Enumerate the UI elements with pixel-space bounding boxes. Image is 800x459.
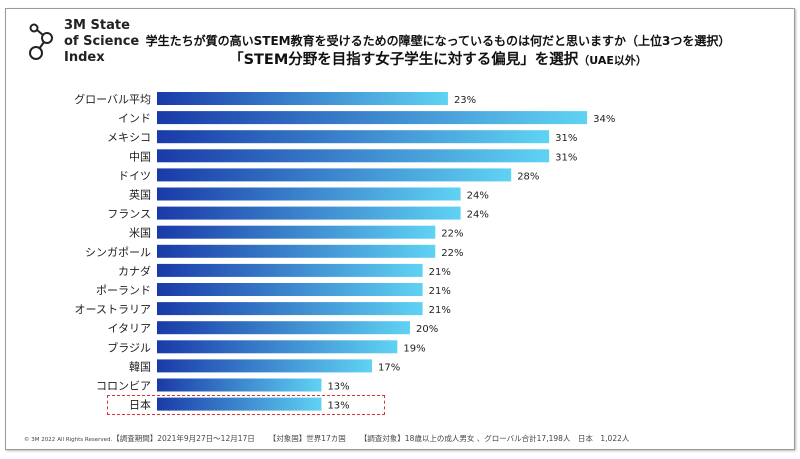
value-label: 21%	[429, 286, 451, 297]
logo-line: 3M State	[64, 18, 130, 33]
value-label: 24%	[467, 210, 489, 221]
value-label: 21%	[429, 267, 451, 278]
value-label: 31%	[555, 133, 577, 144]
value-label: 13%	[327, 401, 349, 412]
logo-text: 3M State of Science Index	[64, 18, 139, 66]
bar	[157, 111, 588, 125]
category-label: 中国	[129, 150, 151, 163]
category-label: 日本	[129, 398, 151, 412]
bar	[157, 397, 322, 411]
highlight-japan-box	[107, 395, 385, 415]
chart-question: 学生たちが質の高いSTEM教育を受けるための障壁になっているものは何だと思います…	[145, 34, 731, 48]
category-label: オーストラリア	[75, 303, 151, 316]
logo-line: Index	[64, 50, 105, 65]
rights: All Rights Reserved.	[57, 437, 113, 443]
bar	[157, 225, 436, 239]
chart-title-main: 「STEM分野を目指す女子学生に対する偏見」を選択	[229, 52, 579, 68]
copyright: © 3M 2022	[24, 437, 56, 443]
bar	[157, 283, 423, 296]
category-label: ブラジル	[107, 340, 151, 354]
value-label: 23%	[454, 95, 476, 106]
value-label: 22%	[441, 229, 463, 240]
value-label: 24%	[467, 191, 489, 202]
category-label: グローバル平均	[74, 92, 151, 106]
category-label: インド	[118, 112, 151, 125]
bar	[157, 187, 461, 201]
value-label: 13%	[327, 382, 349, 393]
slide-frame	[5, 8, 795, 450]
bar	[157, 302, 423, 316]
category-label: シンガポール	[85, 246, 151, 259]
category-label: ドイツ	[118, 169, 151, 182]
category-label: コロンビア	[96, 380, 151, 393]
value-label: 19%	[403, 343, 425, 354]
bar	[157, 149, 550, 163]
bar	[157, 378, 322, 392]
category-label: イタリア	[107, 322, 151, 335]
bar	[157, 206, 461, 220]
bar	[157, 168, 512, 182]
chart-title: 「STEM分野を目指す女子学生に対する偏見」を選択（UAE以外）	[88, 48, 788, 69]
bar	[157, 263, 423, 277]
value-label: 22%	[441, 248, 463, 259]
category-label: カナダ	[118, 264, 151, 278]
value-label: 17%	[378, 362, 400, 373]
chart-title-note: （UAE以外）	[578, 54, 647, 67]
molecule-logo-icon	[29, 23, 53, 60]
category-label: フランス	[107, 208, 151, 221]
bar	[157, 130, 550, 144]
bar	[157, 340, 398, 354]
value-label: 34%	[593, 114, 615, 125]
bar	[157, 244, 436, 258]
survey-countries: 【対象国】世界17カ国	[268, 434, 346, 443]
survey-subjects: 【調査対象】18歳以上の成人男女 、グローバル合計17,198人 日本 1,02…	[359, 434, 630, 443]
category-label: 米国	[129, 227, 151, 240]
logo-line: of Science	[64, 34, 140, 49]
value-label: 20%	[416, 324, 438, 335]
value-label: 28%	[517, 171, 539, 182]
footer: © 3M 2022 All Rights Reserved.【調査期間】2021年…	[24, 433, 643, 444]
bar	[157, 359, 373, 373]
category-label: メキシコ	[107, 131, 151, 144]
bar	[157, 92, 448, 105]
category-label: 英国	[129, 188, 151, 202]
value-label: 21%	[429, 305, 451, 316]
value-label: 31%	[555, 152, 577, 163]
survey-period: 【調査期間】2021年9月27日～12月17日	[112, 434, 255, 443]
category-label: ポーランド	[96, 284, 151, 297]
category-label: 韓国	[129, 360, 151, 373]
bar	[157, 321, 410, 335]
